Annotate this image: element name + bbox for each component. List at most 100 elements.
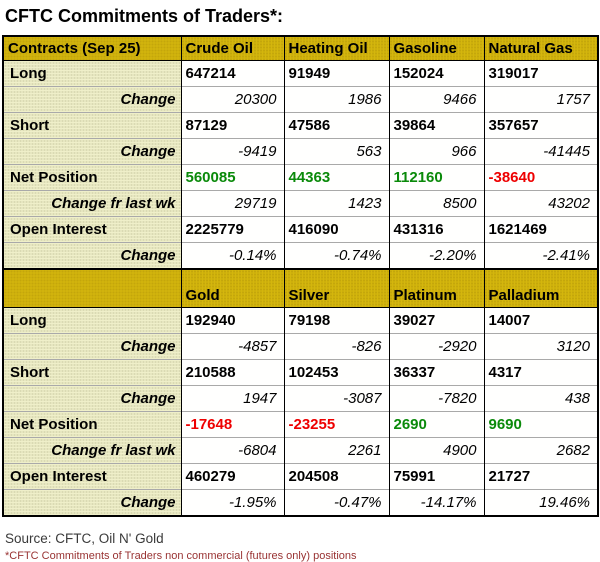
- change-cell: 2261: [283, 437, 390, 464]
- net-position-cell: -38640: [483, 164, 599, 191]
- value-cell: 79198: [283, 307, 390, 334]
- table-row: Change 20300 1986 9466 1757: [2, 86, 599, 113]
- table-row: Net Position -17648 -23255 2690 9690: [2, 411, 599, 438]
- change-cell: -9419: [180, 138, 285, 165]
- change-cell: -6804: [180, 437, 285, 464]
- value-cell: 102453: [283, 359, 390, 386]
- net-position-cell: -23255: [283, 411, 390, 438]
- cot-table: Contracts (Sep 25) Crude Oil Heating Oil…: [2, 35, 599, 517]
- table-row: Change -4857 -826 -2920 3120: [2, 333, 599, 360]
- table-row: Open Interest 460279 204508 75991 21727: [2, 463, 599, 490]
- value-cell: 36337: [388, 359, 485, 386]
- row-label: Change: [2, 86, 182, 113]
- column-header: Contracts (Sep 25): [2, 35, 182, 61]
- change-cell: -0.47%: [283, 489, 390, 516]
- table-row: Open Interest 2225779 416090 431316 1621…: [2, 216, 599, 243]
- table-row: Change fr last wk 29719 1423 8500 43202: [2, 190, 599, 217]
- row-label: Open Interest: [2, 216, 182, 243]
- column-header: Gold: [180, 268, 285, 308]
- value-cell: 1621469: [483, 216, 599, 243]
- change-cell: -7820: [388, 385, 485, 412]
- change-cell: 1986: [283, 86, 390, 113]
- value-cell: 14007: [483, 307, 599, 334]
- footnote-text: *CFTC Commitments of Traders non commerc…: [5, 550, 357, 562]
- page-title: CFTC Commitments of Traders*:: [5, 6, 284, 26]
- value-cell: 2225779: [180, 216, 285, 243]
- row-label: Net Position: [2, 164, 182, 191]
- value-cell: 87129: [180, 112, 285, 139]
- column-header: Gasoline: [388, 35, 485, 61]
- row-label: Net Position: [2, 411, 182, 438]
- change-cell: 19.46%: [483, 489, 599, 516]
- value-cell: 75991: [388, 463, 485, 490]
- value-cell: 21727: [483, 463, 599, 490]
- value-cell: 460279: [180, 463, 285, 490]
- change-cell: -826: [283, 333, 390, 360]
- table-row: Change -0.14% -0.74% -2.20% -2.41%: [2, 242, 599, 269]
- value-cell: 4317: [483, 359, 599, 386]
- change-cell: 4900: [388, 437, 485, 464]
- row-label: Change: [2, 242, 182, 269]
- change-cell: 8500: [388, 190, 485, 217]
- change-cell: -0.14%: [180, 242, 285, 269]
- change-cell: -14.17%: [388, 489, 485, 516]
- row-label: Change fr last wk: [2, 437, 182, 464]
- column-header: Silver: [283, 268, 390, 308]
- change-cell: 9466: [388, 86, 485, 113]
- change-cell: -3087: [283, 385, 390, 412]
- value-cell: 204508: [283, 463, 390, 490]
- net-position-cell: 112160: [388, 164, 485, 191]
- net-position-cell: 44363: [283, 164, 390, 191]
- row-label: Change: [2, 138, 182, 165]
- value-cell: 319017: [483, 60, 599, 87]
- net-position-cell: -17648: [180, 411, 285, 438]
- net-position-cell: 560085: [180, 164, 285, 191]
- value-cell: 152024: [388, 60, 485, 87]
- table-row: Change 1947 -3087 -7820 438: [2, 385, 599, 412]
- value-cell: 39864: [388, 112, 485, 139]
- net-position-cell: 9690: [483, 411, 599, 438]
- column-header: Natural Gas: [483, 35, 599, 61]
- column-header: Heating Oil: [283, 35, 390, 61]
- row-label: Short: [2, 112, 182, 139]
- change-cell: 1947: [180, 385, 285, 412]
- change-cell: -2.41%: [483, 242, 599, 269]
- section2-header-row: Gold Silver Platinum Palladium: [2, 268, 599, 308]
- net-position-cell: 2690: [388, 411, 485, 438]
- change-cell: 43202: [483, 190, 599, 217]
- change-cell: -1.95%: [180, 489, 285, 516]
- change-cell: -0.74%: [283, 242, 390, 269]
- source-text: Source: CFTC, Oil N' Gold: [5, 531, 164, 546]
- table-row: Long 647214 91949 152024 319017: [2, 60, 599, 87]
- table-row: Short 210588 102453 36337 4317: [2, 359, 599, 386]
- row-label: Long: [2, 60, 182, 87]
- change-cell: 966: [388, 138, 485, 165]
- value-cell: 210588: [180, 359, 285, 386]
- table-row: Net Position 560085 44363 112160 -38640: [2, 164, 599, 191]
- change-cell: -4857: [180, 333, 285, 360]
- footer: Source: CFTC, Oil N' Gold *CFTC Commitme…: [5, 531, 600, 562]
- change-cell: 29719: [180, 190, 285, 217]
- column-header: [2, 268, 182, 308]
- change-cell: 1423: [283, 190, 390, 217]
- change-cell: 20300: [180, 86, 285, 113]
- table-row: Change -1.95% -0.47% -14.17% 19.46%: [2, 489, 599, 516]
- change-cell: -2.20%: [388, 242, 485, 269]
- row-label: Change: [2, 333, 182, 360]
- value-cell: 647214: [180, 60, 285, 87]
- row-label: Long: [2, 307, 182, 334]
- table-row: Long 192940 79198 39027 14007: [2, 307, 599, 334]
- row-label: Change fr last wk: [2, 190, 182, 217]
- row-label: Change: [2, 489, 182, 516]
- table-row: Short 87129 47586 39864 357657: [2, 112, 599, 139]
- change-cell: 1757: [483, 86, 599, 113]
- column-header: Palladium: [483, 268, 599, 308]
- value-cell: 431316: [388, 216, 485, 243]
- section1-header-row: Contracts (Sep 25) Crude Oil Heating Oil…: [2, 35, 599, 61]
- column-header: Crude Oil: [180, 35, 285, 61]
- table-row: Change fr last wk -6804 2261 4900 2682: [2, 437, 599, 464]
- row-label: Short: [2, 359, 182, 386]
- value-cell: 357657: [483, 112, 599, 139]
- value-cell: 47586: [283, 112, 390, 139]
- change-cell: -41445: [483, 138, 599, 165]
